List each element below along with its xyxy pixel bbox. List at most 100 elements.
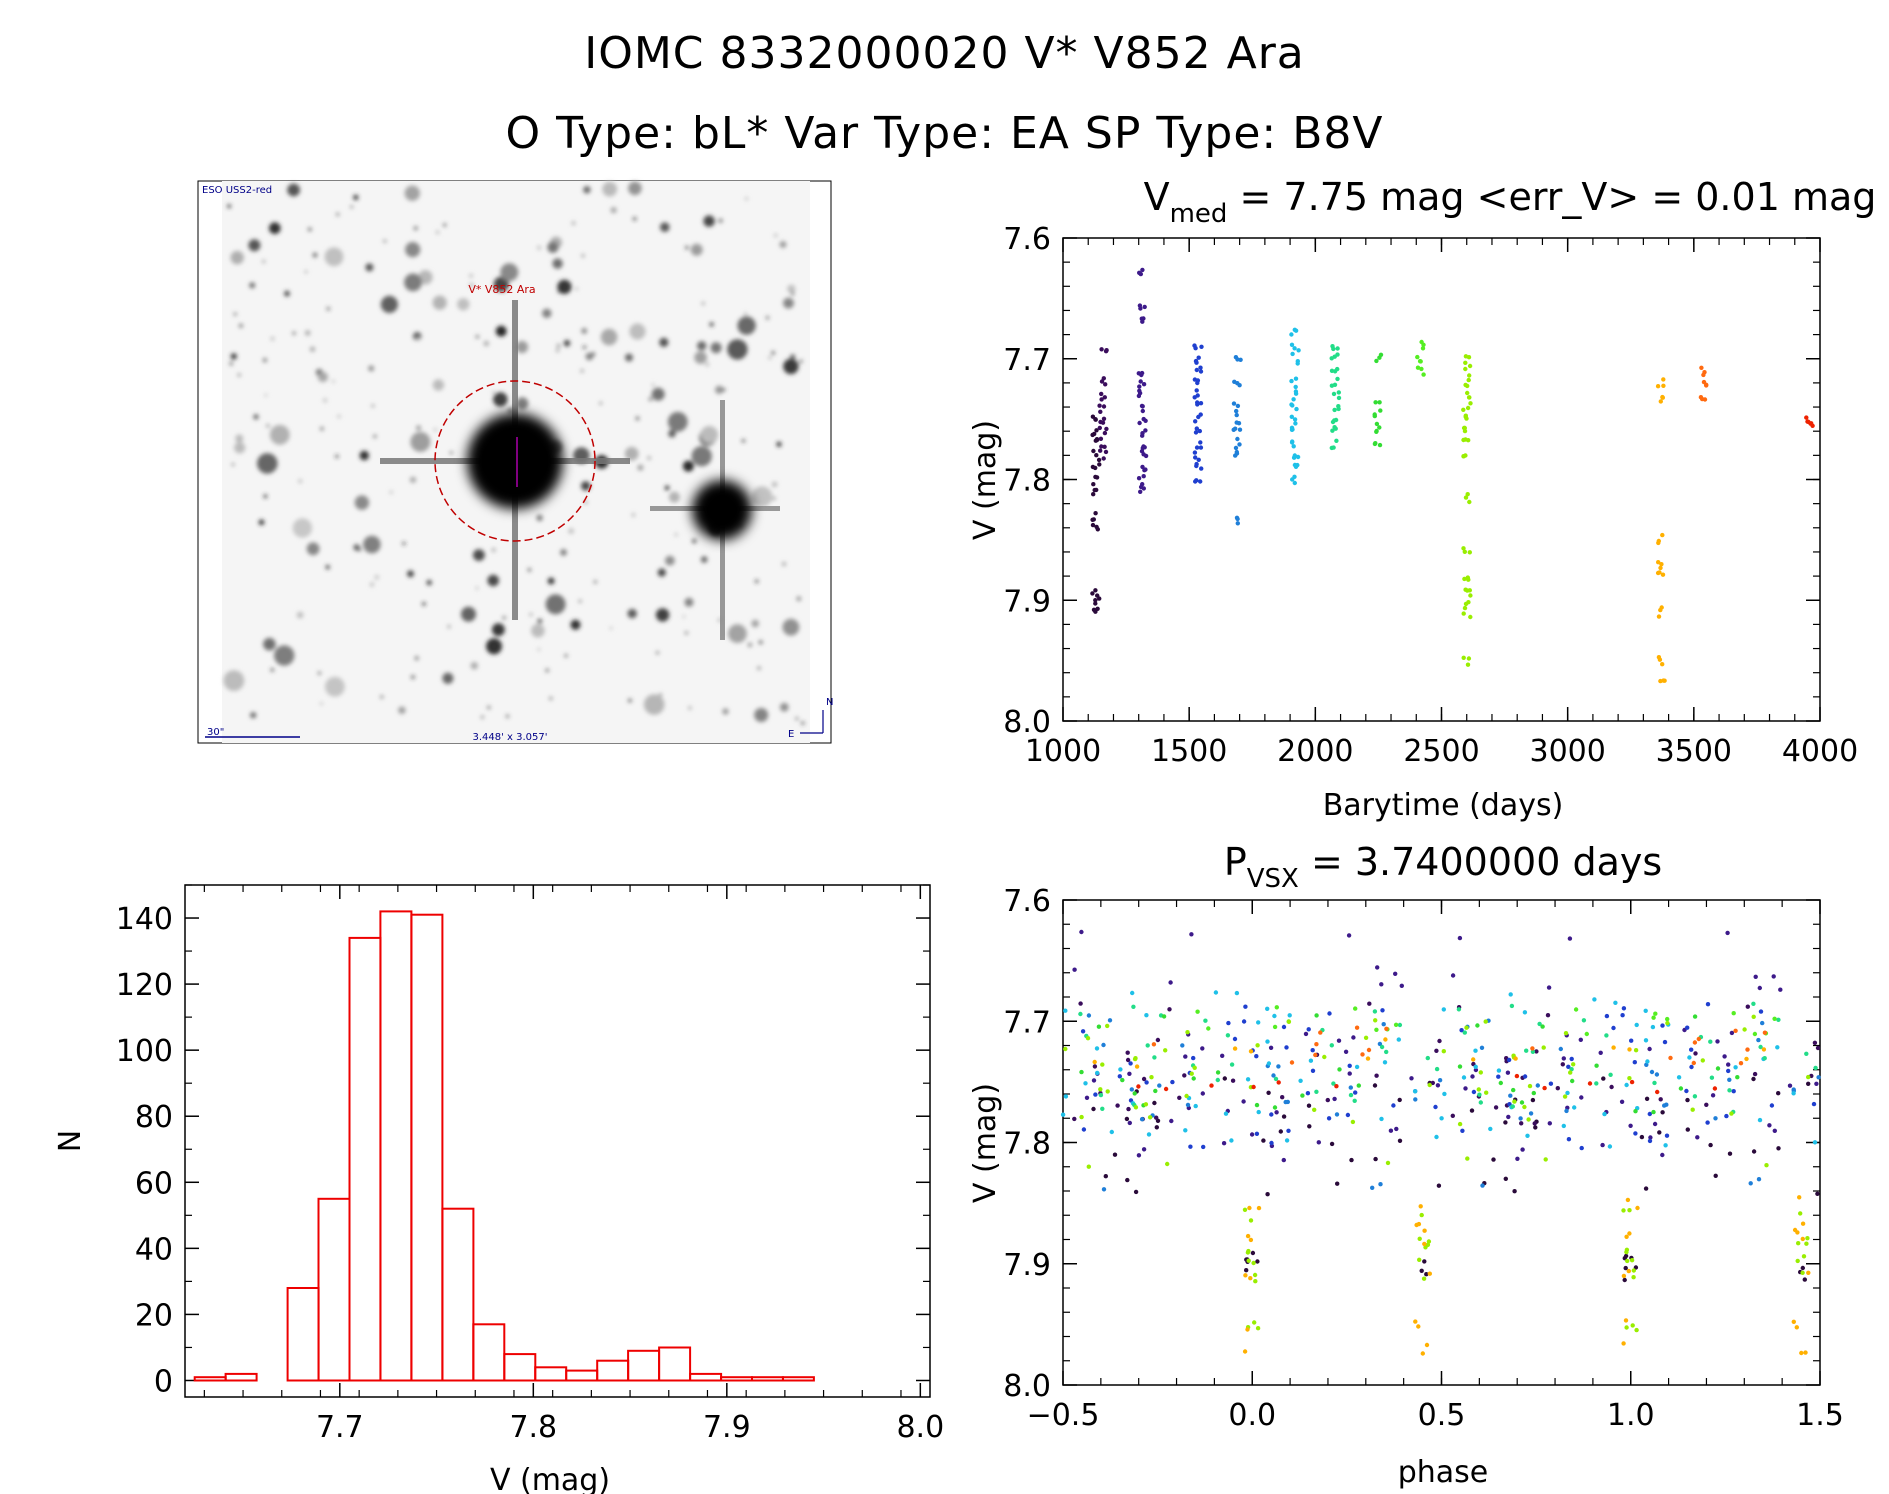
target-star xyxy=(467,413,752,540)
phased-point xyxy=(1094,1046,1100,1051)
field-star xyxy=(266,424,270,428)
field-star xyxy=(568,528,574,534)
phased-point xyxy=(1312,1107,1317,1113)
phased-point xyxy=(1678,1086,1684,1091)
phased-point xyxy=(1450,973,1456,978)
phased-point xyxy=(1416,1324,1421,1329)
data-point xyxy=(1378,408,1383,413)
phased-point xyxy=(1724,1113,1729,1119)
field-star xyxy=(336,212,340,216)
phased-point xyxy=(1307,1124,1312,1129)
phased-point xyxy=(1542,1085,1547,1091)
data-point xyxy=(1194,426,1200,431)
phased-point xyxy=(1757,1117,1763,1123)
field-star xyxy=(780,702,789,712)
phased-point xyxy=(1684,1088,1689,1094)
phased-point xyxy=(1460,1128,1465,1134)
phased-point xyxy=(1266,1090,1271,1096)
data-point xyxy=(1290,351,1295,357)
phased-point xyxy=(1168,980,1173,985)
phased-point xyxy=(1660,1110,1665,1115)
phased-point xyxy=(1409,1076,1414,1081)
data-point xyxy=(1194,367,1200,373)
phased-point xyxy=(1274,1110,1279,1115)
phased-point xyxy=(1792,1227,1798,1233)
y-tick-label: 80 xyxy=(135,1100,173,1135)
field-star xyxy=(475,335,479,339)
phased-point xyxy=(1692,1094,1698,1099)
field-star xyxy=(414,656,419,661)
phased-point xyxy=(1620,1013,1625,1018)
data-point xyxy=(1231,401,1237,406)
y-tick-label: 7.9 xyxy=(1003,584,1051,619)
data-point xyxy=(1235,381,1240,386)
field-star xyxy=(248,239,261,252)
data-point xyxy=(1462,605,1468,611)
phased-point xyxy=(1663,1143,1668,1148)
field-star xyxy=(766,316,769,320)
data-point xyxy=(1093,598,1098,603)
phased-point xyxy=(1085,1036,1091,1041)
data-point xyxy=(1295,454,1301,460)
data-point xyxy=(1092,487,1097,493)
phased-point xyxy=(1567,936,1573,941)
phased-curve-title: PVSX = 3.7400000 days xyxy=(1224,840,1662,894)
phased-point xyxy=(1471,1057,1476,1062)
data-point xyxy=(1289,378,1294,384)
phased-point xyxy=(1271,1073,1276,1078)
data-point xyxy=(1234,412,1239,418)
phased-curve-panel: PVSX = 3.7400000 days −0.5 0.0 0.5 1.0 1.5 7.… xyxy=(968,840,1844,1490)
phased-point xyxy=(1248,1218,1254,1223)
phased-point xyxy=(1141,1076,1147,1082)
phased-point xyxy=(1812,1040,1818,1046)
field-star xyxy=(779,241,787,248)
phased-point xyxy=(1762,1030,1768,1035)
field-star xyxy=(710,342,722,354)
field-star xyxy=(306,542,320,556)
field-star xyxy=(527,568,532,572)
phased-point xyxy=(1329,1043,1335,1048)
data-point xyxy=(1655,384,1661,389)
phased-point xyxy=(1801,1254,1807,1259)
phased-point xyxy=(1519,1121,1524,1126)
field-star xyxy=(722,708,729,715)
phased-point xyxy=(1154,1125,1160,1130)
data-point xyxy=(1103,382,1108,387)
phased-point xyxy=(1537,1021,1542,1027)
data-point xyxy=(1140,408,1146,414)
phased-point xyxy=(1425,1055,1431,1061)
field-star xyxy=(659,693,663,697)
phased-point xyxy=(1692,1040,1698,1045)
phased-point xyxy=(1658,1097,1663,1102)
phased-point xyxy=(1308,1058,1314,1063)
data-point xyxy=(1193,419,1198,424)
phased-point xyxy=(1800,1221,1806,1226)
phased-point xyxy=(1689,1064,1694,1070)
phased-point xyxy=(1394,1126,1399,1132)
phased-point xyxy=(1421,1276,1427,1281)
phased-point xyxy=(1611,1025,1616,1031)
phased-point xyxy=(1366,1047,1372,1053)
data-point xyxy=(1332,369,1338,374)
x-tick-label: 1.0 xyxy=(1607,1398,1655,1433)
phased-point xyxy=(1313,1052,1318,1058)
target-label: V* V852 Ara xyxy=(468,283,535,296)
data-point xyxy=(1290,403,1295,408)
phased-point xyxy=(1476,1087,1482,1092)
data-point xyxy=(1466,600,1471,605)
light-curve-ticks: 1000 1500 2000 2500 3000 3500 4000 7.6 7.7 7.8 7.9… xyxy=(1003,222,1858,769)
phased-point xyxy=(1314,1042,1319,1047)
field-star xyxy=(415,336,420,341)
phased-point xyxy=(1726,1068,1731,1074)
data-point xyxy=(1104,426,1109,432)
phased-point xyxy=(1434,1134,1439,1140)
phased-point xyxy=(1200,1046,1205,1051)
phased-point xyxy=(1751,1149,1757,1154)
x-tick-label: 7.9 xyxy=(703,1410,751,1445)
data-point xyxy=(1330,344,1335,349)
field-star xyxy=(373,434,377,438)
field-star xyxy=(602,181,618,197)
phased-point xyxy=(1343,1049,1349,1055)
phased-point xyxy=(1332,1096,1337,1102)
phased-point xyxy=(1696,1036,1702,1042)
